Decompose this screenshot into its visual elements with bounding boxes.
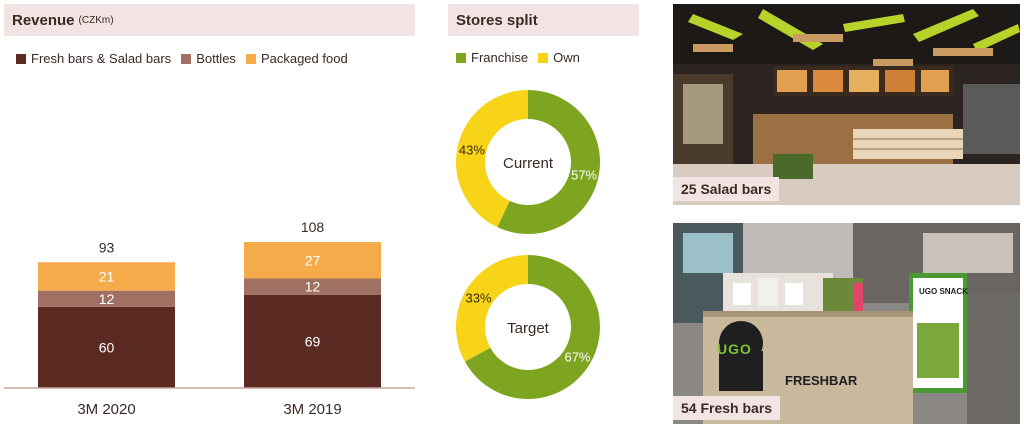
bar-segment-1-1 — [244, 278, 381, 295]
target-donut-chart: 67% 33% Target — [456, 255, 600, 399]
stores-header: Stores split — [448, 4, 639, 36]
donut-center-label: Current — [503, 155, 554, 172]
legend-item-fresh: Fresh bars & Salad bars — [16, 51, 171, 66]
ugo-logo-text: UGO — [717, 341, 752, 357]
salad-bar-photo: 25 Salad bars — [673, 4, 1020, 205]
fresh-bar-image — [673, 223, 1020, 424]
current-donut-chart: 57% 43% Current — [456, 90, 600, 235]
legend-swatch-franchise — [456, 52, 466, 63]
freshbar-sign-text: FRESHBAR — [785, 373, 858, 388]
bar-value-label: 27 — [305, 252, 321, 268]
bar-segment-0-1 — [244, 294, 381, 388]
bar-total-label: 93 — [99, 239, 115, 255]
legend-label-fresh: Fresh bars & Salad bars — [31, 51, 172, 66]
bar-segment-2-1 — [244, 242, 381, 279]
donut-value-label: 57% — [571, 168, 597, 183]
legend-item-packaged: Packaged food — [245, 51, 348, 66]
revenue-title: Revenue — [12, 11, 75, 29]
legend-label-franchise: Franchise — [471, 50, 529, 65]
legend-swatch-fresh — [16, 53, 26, 64]
stores-legend: Franchise Own — [456, 50, 590, 65]
stores-title: Stores split — [456, 11, 538, 29]
donut-slice-franchise — [464, 255, 600, 399]
legend-item-own: Own — [538, 50, 580, 65]
legend-swatch-packaged — [245, 53, 256, 64]
bar-value-label: 21 — [99, 268, 115, 284]
donut-slice-franchise — [497, 90, 600, 235]
legend-swatch-own — [538, 52, 549, 63]
legend-swatch-bottles — [181, 53, 192, 64]
donut-slice-own — [456, 90, 528, 228]
bar-value-label: 12 — [305, 279, 321, 295]
bar-value-label: 69 — [305, 333, 321, 349]
bar-segment-1-0 — [38, 290, 175, 307]
fresh-bar-photo: UGO FRESHBAR UGO SNACK 54 Fresh bars — [673, 223, 1020, 424]
donut-value-label: 33% — [465, 291, 491, 306]
bar-segment-2-0 — [38, 262, 175, 291]
bar-segment-0-0 — [38, 306, 175, 388]
salad-bars-caption: 25 Salad bars — [673, 177, 780, 201]
x-tick-label: 3M 2020 — [77, 401, 135, 418]
donut-slice-own — [456, 255, 528, 362]
bar-total-label: 108 — [301, 219, 325, 235]
revenue-unit: (CZKm) — [78, 14, 114, 26]
donut-center-label: Target — [507, 320, 550, 337]
x-tick-label: 3M 2019 — [283, 401, 341, 418]
bar-value-label: 60 — [99, 339, 115, 355]
salad-bar-image — [673, 4, 1020, 205]
legend-label-own: Own — [553, 50, 580, 65]
donut-value-label: 43% — [459, 142, 485, 157]
fresh-bars-caption: 54 Fresh bars — [673, 396, 781, 420]
ugo-snack-sign-text: UGO SNACK — [919, 287, 968, 296]
donut-value-label: 67% — [564, 349, 590, 364]
bar-value-label: 12 — [99, 291, 115, 307]
legend-label-packaged: Packaged food — [260, 51, 348, 66]
revenue-bar-chart: 60 12 21 93 3M 2020 69 12 27 108 3M 2019 — [4, 219, 415, 418]
legend-label-bottles: Bottles — [196, 51, 236, 66]
legend-item-bottles: Bottles — [181, 51, 236, 66]
revenue-header: Revenue (CZKm) — [4, 4, 415, 36]
legend-item-franchise: Franchise — [456, 50, 528, 65]
revenue-legend: Fresh bars & Salad bars Bottles Packaged… — [16, 51, 358, 66]
